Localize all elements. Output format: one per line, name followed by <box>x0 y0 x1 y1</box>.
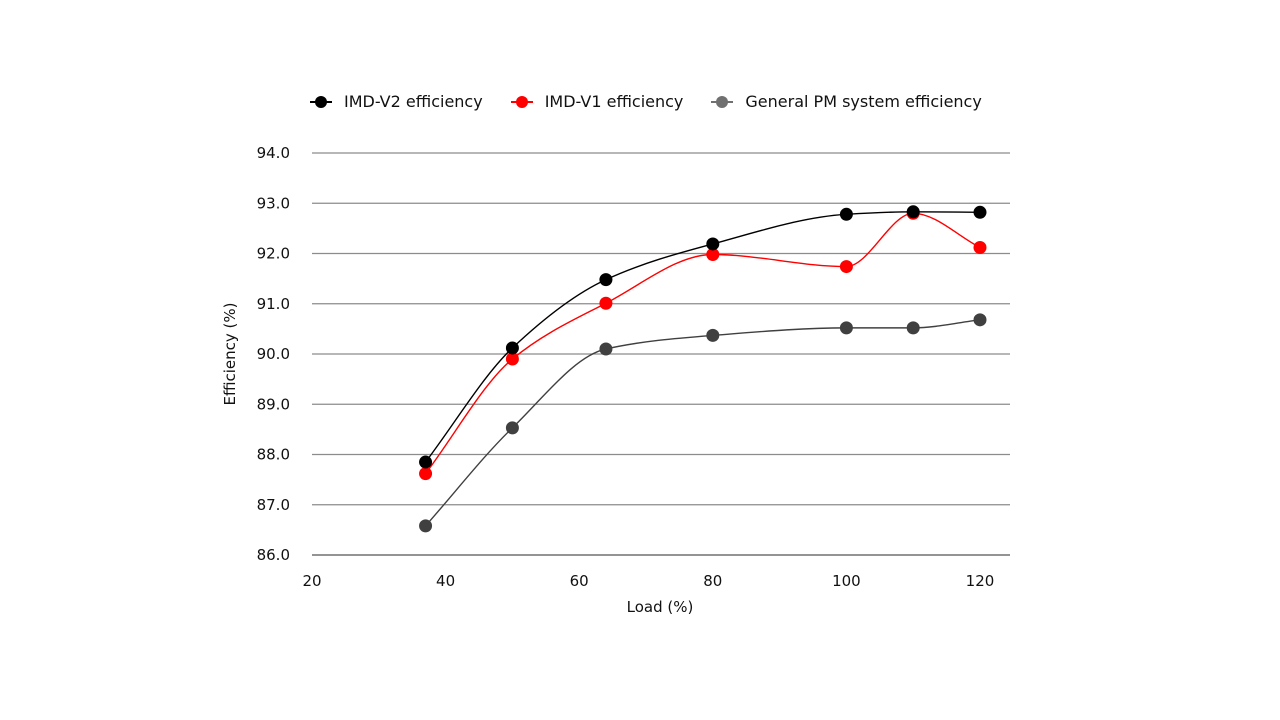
y-axis-ticks: 94.0 93.0 92.0 91.0 90.0 89.0 88.0 87.0 86.0 <box>257 144 290 564</box>
data-point <box>419 455 433 469</box>
data-point <box>973 205 987 219</box>
data-point <box>706 248 720 262</box>
data-point <box>906 321 920 335</box>
legend-label-imd-v2: IMD-V2 efficiency <box>344 92 483 111</box>
legend-label-imd-v1: IMD-V1 efficiency <box>544 92 684 111</box>
x-tick-label: 100 <box>832 572 861 590</box>
data-point <box>419 467 433 481</box>
data-point <box>906 205 920 219</box>
x-tick-label: 60 <box>570 572 589 590</box>
legend-label-general-pm: General PM system efficiency <box>745 92 982 111</box>
series-general-pm-system-efficiency <box>419 313 987 533</box>
y-tick-label: 87.0 <box>257 496 290 514</box>
data-point <box>505 341 519 355</box>
legend-item-general-pm: General PM system efficiency <box>711 92 982 111</box>
y-tick-label: 92.0 <box>257 245 290 263</box>
y-tick-label: 90.0 <box>257 345 290 363</box>
x-axis-ticks: 20 40 60 80 100 120 <box>302 572 994 590</box>
legend-item-imd-v2: IMD-V2 efficiency <box>310 92 483 111</box>
y-tick-label: 94.0 <box>257 144 290 162</box>
data-point <box>599 296 613 310</box>
x-tick-label: 20 <box>302 572 321 590</box>
data-point <box>973 240 987 254</box>
x-tick-label: 40 <box>436 572 455 590</box>
legend-item-imd-v1: IMD-V1 efficiency <box>510 92 684 111</box>
y-tick-label: 93.0 <box>257 194 290 212</box>
y-tick-label: 86.0 <box>257 546 290 564</box>
data-point <box>505 421 519 435</box>
series-imd-v1-efficiency <box>419 206 987 481</box>
data-point <box>706 328 720 342</box>
data-point <box>599 342 613 356</box>
data-point <box>839 260 853 274</box>
y-tick-label: 91.0 <box>257 295 290 313</box>
gridlines <box>312 152 1010 556</box>
data-point <box>973 313 987 327</box>
data-point <box>505 352 519 366</box>
y-tick-label: 89.0 <box>257 395 290 413</box>
data-point <box>706 237 720 251</box>
legend-marker-imd-v2 <box>310 95 332 108</box>
series-imd-v2-efficiency <box>419 205 987 469</box>
data-point <box>839 321 853 335</box>
data-point <box>839 207 853 221</box>
data-point <box>599 273 613 287</box>
legend-marker-general-pm <box>711 95 734 108</box>
x-tick-label: 120 <box>966 572 995 590</box>
y-tick-label: 88.0 <box>257 446 290 464</box>
x-tick-label: 80 <box>703 572 722 590</box>
x-axis-title: Load (%) <box>627 598 694 616</box>
data-point <box>419 519 433 533</box>
plot-area <box>419 205 987 533</box>
legend-marker-imd-v1 <box>510 95 533 108</box>
chart-legend: IMD-V2 efficiency IMD-V1 efficiency Gene… <box>310 92 982 111</box>
y-axis-title: Efficiency (%) <box>221 303 239 406</box>
